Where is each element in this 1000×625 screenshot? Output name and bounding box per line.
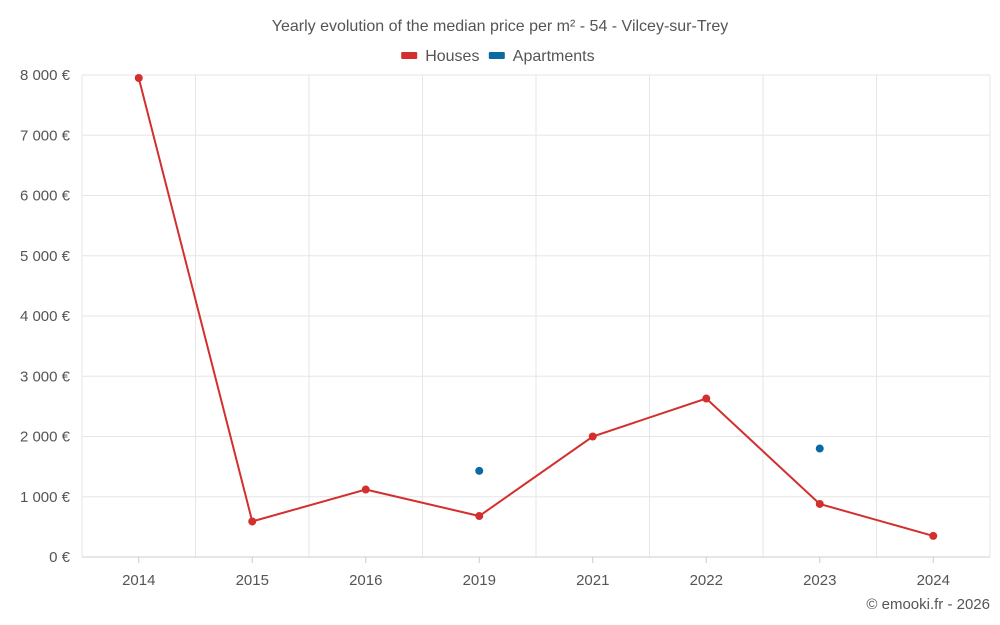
- data-point: [588, 432, 597, 441]
- x-tick-label: 2014: [122, 572, 155, 589]
- legend-swatch: [488, 52, 505, 59]
- y-tick-label: 4 000 €: [20, 308, 71, 325]
- legend-item-apartments: Apartments: [488, 48, 595, 65]
- data-point: [134, 74, 143, 83]
- y-tick-label: 8 000 €: [20, 67, 71, 84]
- x-tick-label: 2024: [917, 572, 950, 589]
- x-tick-label: 2015: [236, 572, 269, 589]
- chart-title: Yearly evolution of the median price per…: [272, 18, 728, 35]
- legend: Houses Apartments: [401, 48, 595, 65]
- data-point: [475, 512, 484, 521]
- y-tick-label: 7 000 €: [20, 127, 71, 144]
- data-point: [248, 517, 257, 526]
- series-houses: [134, 74, 938, 540]
- y-tick-label: 5 000 €: [20, 248, 71, 265]
- data-point: [475, 466, 484, 475]
- data-point: [361, 485, 370, 494]
- x-tick-label: 2016: [349, 572, 382, 589]
- y-tick-label: 6 000 €: [20, 188, 71, 205]
- y-tick-label: 1 000 €: [20, 489, 71, 506]
- legend-swatch: [401, 52, 418, 59]
- y-tick-label: 0 €: [49, 549, 71, 566]
- series-apartments: [475, 444, 824, 475]
- data-point: [929, 531, 938, 540]
- legend-label: Houses: [425, 48, 479, 65]
- credit-text: © emooki.fr - 2026: [866, 596, 990, 613]
- legend-item-houses: Houses: [401, 48, 479, 65]
- data-point: [702, 394, 711, 403]
- y-axis: 0 € 1 000 € 2 000 € 3 000 € 4 000 € 5 000 € 6 …: [20, 67, 71, 566]
- data-point: [815, 444, 824, 453]
- x-tick-label: 2022: [690, 572, 723, 589]
- legend-label: Apartments: [513, 48, 595, 65]
- x-tick-label: 2023: [803, 572, 836, 589]
- x-tick-label: 2019: [463, 572, 496, 589]
- y-tick-label: 3 000 €: [20, 368, 71, 385]
- x-axis: 2014 2015 2016 2019 2021 2022 2023 2024: [82, 556, 990, 589]
- data-point: [815, 499, 824, 508]
- x-tick-label: 2021: [576, 572, 609, 589]
- grid-lines: [81, 74, 991, 557]
- series-line: [137, 77, 934, 537]
- series-layer: [134, 74, 938, 540]
- y-tick-label: 2 000 €: [20, 429, 71, 446]
